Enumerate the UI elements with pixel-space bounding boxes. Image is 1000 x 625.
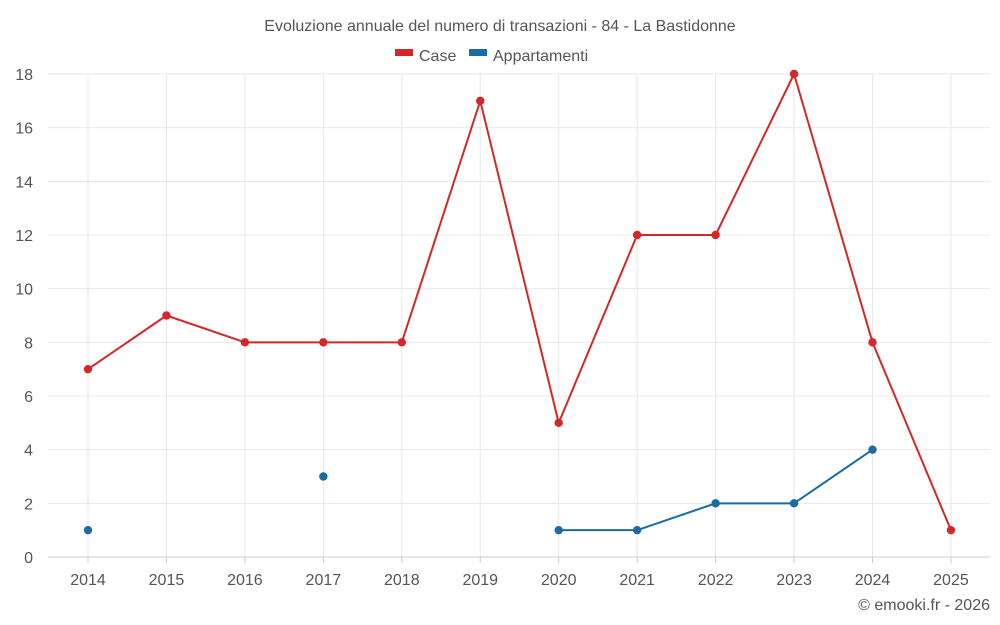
y-axis-ticks: 0 2 4 6 8 10 12 14 16 18: [15, 67, 33, 567]
data-point-appartamenti[interactable]: [632, 525, 642, 535]
grid: [48, 73, 990, 557]
legend[interactable]: Case Appartamenti: [395, 48, 588, 65]
data-point-appartamenti[interactable]: [789, 499, 799, 508]
x-tick-label: 2018: [384, 572, 420, 589]
x-tick-label: 2021: [619, 572, 655, 589]
credit-text: © emooki.fr - 2026: [858, 597, 990, 614]
y-tick-label: 12: [15, 228, 33, 245]
series-appartamenti: [83, 445, 877, 535]
legend-swatch-appartamenti[interactable]: [469, 49, 487, 56]
y-tick-label: 6: [24, 389, 33, 406]
series-line-case: [87, 73, 952, 531]
y-tick-label: 10: [15, 282, 33, 299]
x-tick-label: 2015: [149, 572, 185, 589]
axes: [48, 556, 990, 563]
data-point-case[interactable]: [946, 525, 956, 535]
data-point-case[interactable]: [554, 418, 563, 428]
data-point-case[interactable]: [83, 364, 93, 374]
data-point-case[interactable]: [476, 96, 485, 106]
x-tick-label: 2024: [855, 572, 891, 589]
series-layer: [83, 69, 956, 535]
data-point-case[interactable]: [319, 338, 328, 347]
x-tick-label: 2020: [541, 572, 577, 589]
legend-label-case[interactable]: Case: [419, 48, 456, 65]
data-point-appartamenti[interactable]: [319, 472, 328, 481]
data-point-appartamenti[interactable]: [554, 525, 563, 535]
x-tick-label: 2017: [306, 572, 342, 589]
data-point-case[interactable]: [162, 311, 171, 320]
y-tick-label: 18: [15, 67, 33, 84]
chart-title: Evoluzione annuale del numero di transaz…: [264, 18, 736, 35]
data-point-appartamenti[interactable]: [83, 525, 93, 535]
x-axis-ticks: 2014 2015 2016 2017 2018 2019 2020 2021 2022 2023…: [70, 572, 969, 589]
series-case: [83, 69, 956, 535]
legend-swatch-case[interactable]: [395, 49, 413, 56]
x-tick-label: 2025: [933, 572, 969, 589]
x-tick-label: 2022: [698, 572, 734, 589]
y-tick-label: 0: [24, 550, 33, 567]
y-tick-label: 8: [24, 335, 33, 352]
data-point-appartamenti[interactable]: [711, 499, 720, 508]
data-point-case[interactable]: [868, 338, 877, 347]
x-tick-label: 2014: [70, 572, 106, 589]
y-tick-label: 16: [15, 121, 33, 138]
y-tick-label: 14: [15, 174, 33, 191]
legend-label-appartamenti[interactable]: Appartamenti: [493, 48, 588, 65]
data-point-case[interactable]: [789, 69, 799, 79]
data-point-case[interactable]: [632, 230, 642, 240]
data-point-appartamenti[interactable]: [868, 445, 877, 454]
x-tick-label: 2016: [227, 572, 263, 589]
y-tick-label: 4: [24, 443, 33, 460]
data-point-case[interactable]: [240, 338, 250, 347]
x-tick-label: 2023: [776, 572, 812, 589]
data-point-case[interactable]: [711, 230, 720, 240]
data-point-case[interactable]: [397, 338, 406, 347]
x-tick-label: 2019: [462, 572, 498, 589]
y-tick-label: 2: [24, 496, 33, 513]
